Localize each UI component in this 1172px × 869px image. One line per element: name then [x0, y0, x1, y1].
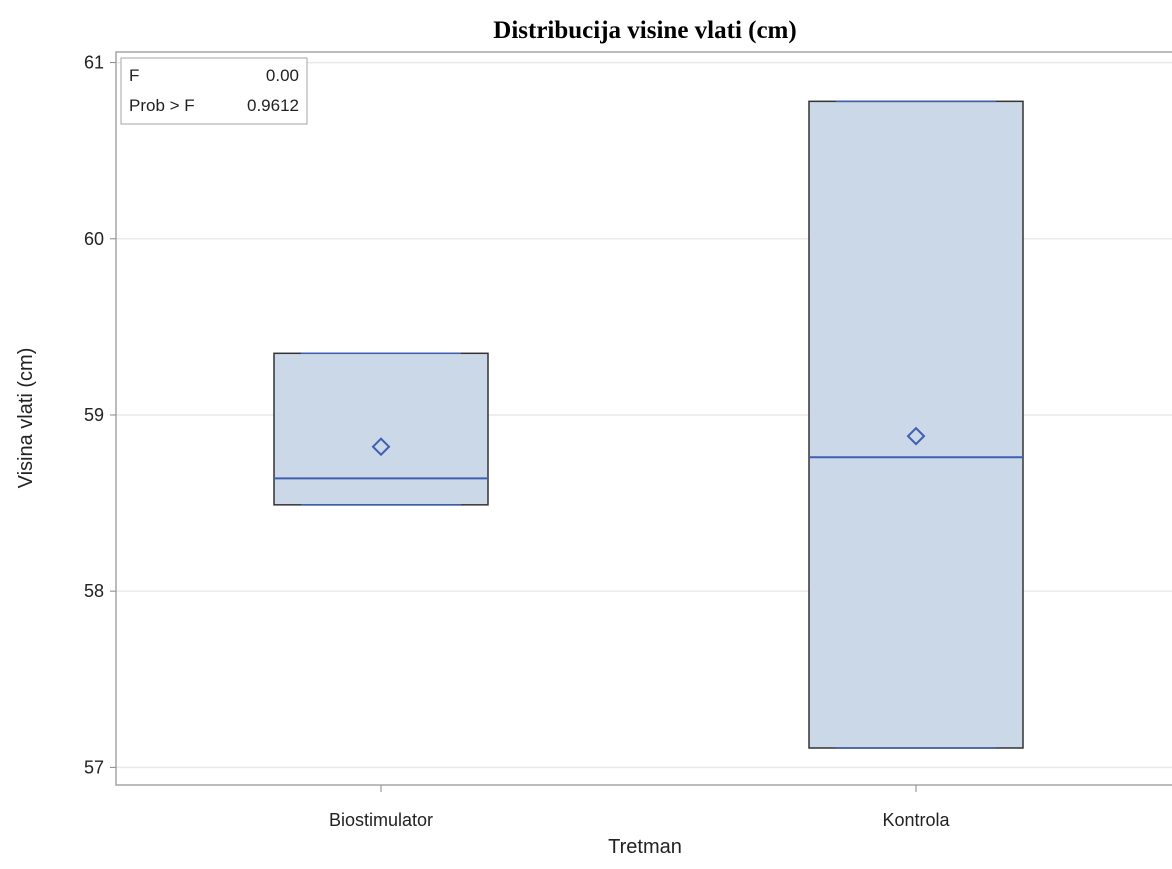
plot-frame: [115, 51, 1172, 786]
stat-f-label: F: [129, 66, 139, 85]
stat-f-value: 0.00: [266, 66, 299, 85]
boxes: [273, 100, 1024, 749]
box-body-kontrola: [808, 100, 1024, 749]
x-axis-label: Tretman: [608, 836, 682, 858]
box-biostimulator: [273, 352, 489, 506]
x-axis-ticks: Biostimulator Kontrola: [329, 785, 951, 830]
x-tick-label-1: Kontrola: [882, 810, 950, 830]
stat-prob-value: 0.9612: [247, 96, 299, 115]
x-tick-label-0: Biostimulator: [329, 810, 433, 830]
stats-inset-border: [120, 57, 308, 125]
stats-inset: F 0.00 Prob > F 0.9612: [120, 57, 308, 125]
stat-prob-label: Prob > F: [129, 96, 195, 115]
y-tick-label-61: 61: [84, 53, 104, 73]
y-tick-label-58: 58: [84, 581, 104, 601]
y-tick-label-60: 60: [84, 229, 104, 249]
y-tick-label-59: 59: [84, 405, 104, 425]
y-axis-label: Visina vlati (cm): [15, 348, 37, 489]
mean-marker-biostimulator: [371, 437, 391, 457]
y-axis-ticks: 57 58 59 60 61: [84, 53, 116, 777]
mean-marker-kontrola: [906, 426, 926, 446]
chart-title: Distribucija visine vlati (cm): [493, 17, 796, 44]
box-body-biostimulator: [273, 352, 489, 506]
box-kontrola: [808, 100, 1024, 749]
y-tick-label-57: 57: [84, 757, 104, 777]
